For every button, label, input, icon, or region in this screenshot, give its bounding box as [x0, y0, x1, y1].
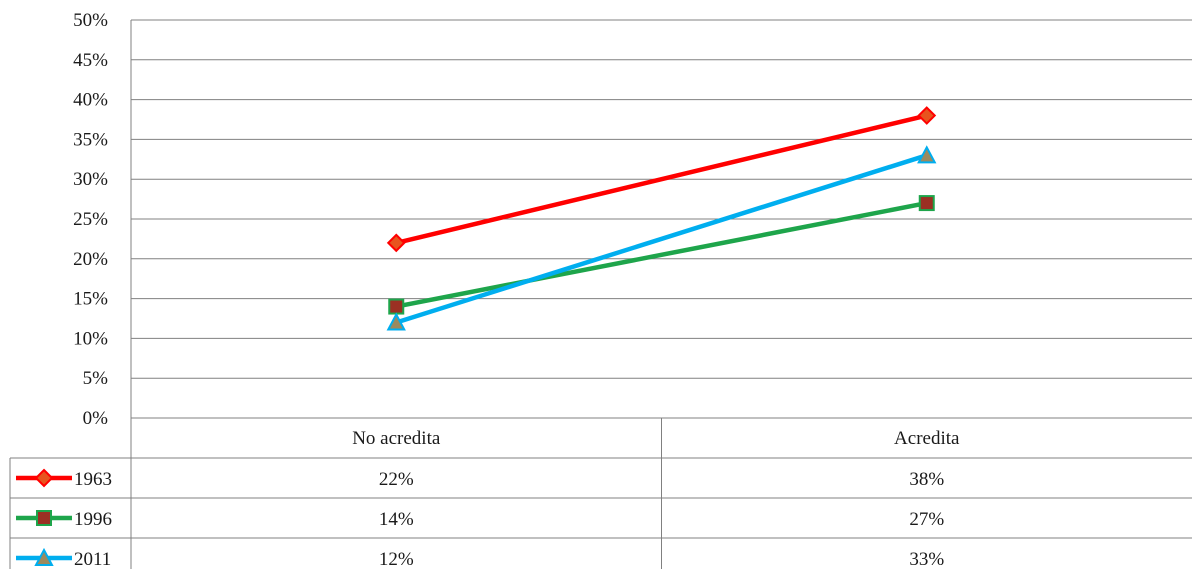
category-label: No acredita [352, 428, 441, 449]
y-tick-label: 25% [73, 209, 108, 230]
series-line-1963 [395, 113, 928, 246]
series-line-2011 [395, 153, 928, 325]
series-line-1996 [395, 200, 928, 309]
legend-label-2011: 2011 [74, 549, 111, 569]
data-point-1963 [917, 106, 937, 125]
y-tick-label: 45% [73, 50, 108, 71]
y-tick-label: 30% [73, 169, 108, 190]
data-point-2011 [386, 312, 406, 331]
data-point-1963 [386, 233, 406, 253]
y-tick-label: 5% [83, 368, 109, 389]
legend-marker-1963 [34, 468, 54, 488]
y-tick-label: 0% [83, 408, 109, 429]
legend-label-1963: 1963 [74, 469, 112, 490]
series-lines [386, 106, 937, 331]
category-label: Acredita [894, 428, 960, 449]
table-value: 27% [909, 509, 944, 530]
y-axis-tick-labels: 0% 5% 10% 15% 20% 25% 30% 35% 40% 45% 50% [73, 10, 108, 429]
data-point-2011 [917, 145, 937, 164]
legend-label-1996: 1996 [74, 509, 112, 530]
y-tick-label: 35% [73, 129, 108, 150]
table-value: 12% [379, 549, 414, 569]
table-value: 14% [379, 509, 414, 530]
gridlines [130, 19, 1192, 419]
data-point-1996 [918, 195, 935, 212]
y-tick-label: 40% [73, 90, 108, 111]
legend-marker-2011 [34, 547, 54, 566]
y-tick-label: 15% [73, 289, 108, 310]
data-table: No acredita Acredita 1963 22% 38% 1996 14% 27% 2… [9, 418, 1192, 569]
legend-marker-1996 [36, 510, 52, 526]
table-value: 22% [379, 469, 414, 490]
y-tick-label: 50% [73, 10, 108, 31]
y-tick-label: 10% [73, 328, 108, 349]
data-point-1996 [388, 298, 405, 315]
y-tick-label: 20% [73, 249, 108, 270]
table-value: 38% [909, 469, 944, 490]
table-value: 33% [909, 549, 944, 569]
